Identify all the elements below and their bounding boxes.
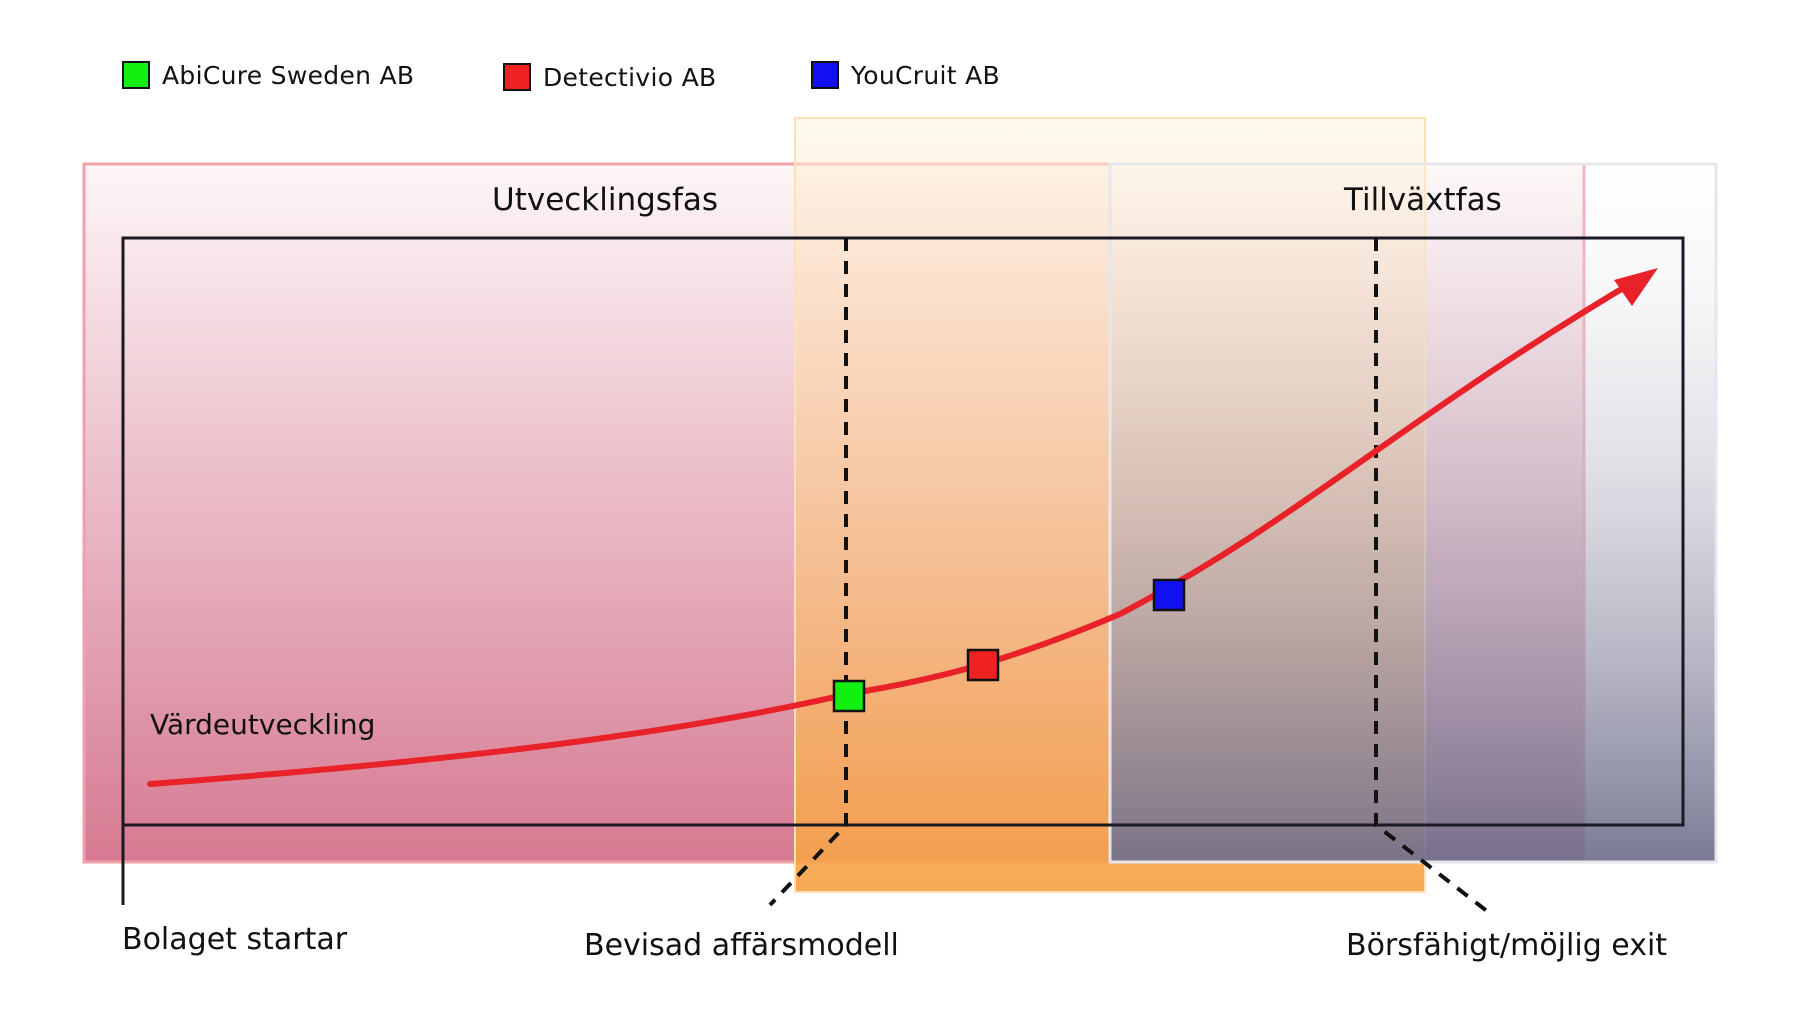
legend-label-abicure: AbiCure Sweden AB: [162, 60, 415, 90]
legend-label-youcruit: YouCruit AB: [851, 60, 1000, 90]
marker-abicure: [832, 679, 866, 713]
milestone-exit-label: Börsfähigt/möjlig exit: [1346, 928, 1668, 963]
legend-item-abicure: AbiCure Sweden AB: [122, 58, 414, 92]
legend-swatch-detectivio: [503, 63, 531, 91]
legend-label-detectivio: Detectivio AB: [543, 62, 717, 92]
value-curve-arrowhead: [1614, 268, 1658, 306]
growth-phase-zone: [1108, 162, 1718, 864]
legend-item-detectivio: Detectivio AB: [503, 60, 716, 94]
axis-frame: [121, 236, 1685, 827]
milestone-start-label: Bolaget startar: [122, 922, 348, 957]
value-curve: [147, 275, 1643, 787]
marker-detectivio: [966, 648, 1000, 682]
marker-youcruit: [1152, 578, 1186, 612]
legend-swatch-abicure: [122, 61, 150, 89]
proven-model-dashed-line: [768, 238, 848, 907]
legend-swatch-youcruit: [811, 61, 839, 89]
growth-phase-title: Tillväxtfas: [1344, 182, 1502, 218]
curve-label: Värdeutveckling: [150, 708, 376, 741]
legend-item-youcruit: YouCruit AB: [811, 58, 1000, 92]
milestone-proven-label: Bevisad affärsmodell: [584, 928, 899, 963]
exit-dashed-line: [1374, 238, 1494, 917]
development-phase-title: Utvecklingsfas: [492, 182, 719, 218]
